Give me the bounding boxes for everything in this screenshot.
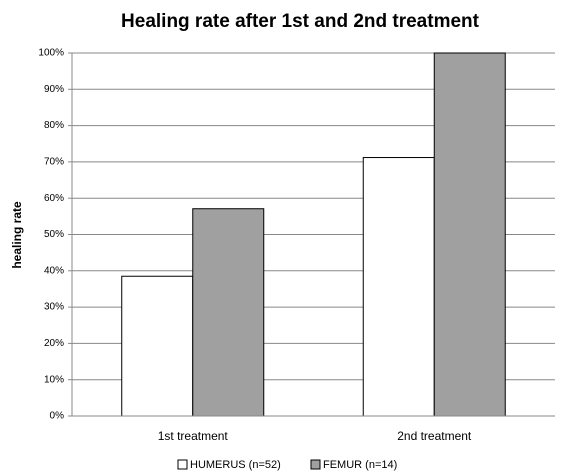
y-tick-label: 60% [44, 193, 64, 204]
bar [433, 52, 506, 417]
y-tick-label: 30% [44, 302, 64, 313]
y-tick-label: 90% [44, 84, 64, 95]
x-tick-label: 1st treatment [158, 429, 229, 443]
y-axis-label: healing rate [10, 201, 24, 269]
bar [192, 208, 265, 417]
y-tick-label: 0% [50, 411, 65, 422]
y-tick-label: 50% [44, 229, 64, 240]
y-tick-label: 70% [44, 157, 64, 168]
y-tick-label: 80% [44, 120, 64, 131]
legend-label: FEMUR (n=14) [323, 459, 397, 471]
chart-title: Healing rate after 1st and 2nd treatment [121, 11, 480, 32]
bar [121, 275, 194, 417]
y-tick-label: 20% [44, 338, 64, 349]
y-tick-label: 100% [38, 48, 64, 59]
legend-swatch [177, 459, 188, 470]
x-tick-label: 2nd treatment [397, 429, 472, 443]
y-tick-label: 40% [44, 265, 64, 276]
y-tick-label: 10% [44, 374, 64, 385]
bar [362, 157, 435, 417]
legend-label: HUMERUS (n=52) [190, 459, 281, 471]
legend-swatch [310, 459, 321, 470]
